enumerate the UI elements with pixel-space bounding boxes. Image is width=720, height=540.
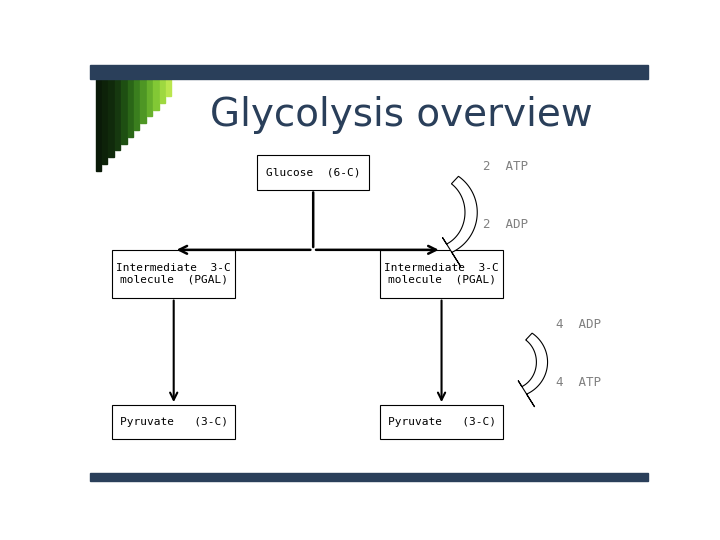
- Bar: [147, 79, 152, 117]
- Text: Glycolysis overview: Glycolysis overview: [210, 96, 593, 134]
- Bar: [90, 473, 648, 481]
- Bar: [140, 79, 145, 123]
- Text: Pyruvate   (3-C): Pyruvate (3-C): [120, 417, 228, 427]
- Text: 4  ATP: 4 ATP: [556, 376, 601, 389]
- Bar: [121, 79, 127, 144]
- Bar: [127, 79, 133, 137]
- PathPatch shape: [518, 333, 547, 407]
- Bar: [112, 405, 235, 439]
- Bar: [134, 79, 140, 130]
- Bar: [96, 79, 101, 171]
- Bar: [90, 65, 648, 79]
- Bar: [114, 79, 120, 151]
- Bar: [102, 79, 107, 164]
- Bar: [109, 79, 114, 157]
- Text: Glucose  (6-C): Glucose (6-C): [266, 167, 361, 178]
- Text: 2  ADP: 2 ADP: [483, 218, 528, 231]
- Bar: [380, 250, 503, 298]
- Bar: [153, 79, 158, 110]
- Bar: [112, 250, 235, 298]
- Text: Intermediate  3-C
molecule  (PGAL): Intermediate 3-C molecule (PGAL): [384, 263, 499, 285]
- Text: 2  ATP: 2 ATP: [483, 160, 528, 173]
- Bar: [258, 156, 369, 190]
- Bar: [380, 405, 503, 439]
- PathPatch shape: [443, 176, 477, 266]
- Text: Pyruvate   (3-C): Pyruvate (3-C): [387, 417, 495, 427]
- Text: 4  ADP: 4 ADP: [556, 318, 601, 331]
- Bar: [160, 79, 165, 103]
- Bar: [166, 79, 171, 96]
- Text: Intermediate  3-C
molecule  (PGAL): Intermediate 3-C molecule (PGAL): [117, 263, 231, 285]
